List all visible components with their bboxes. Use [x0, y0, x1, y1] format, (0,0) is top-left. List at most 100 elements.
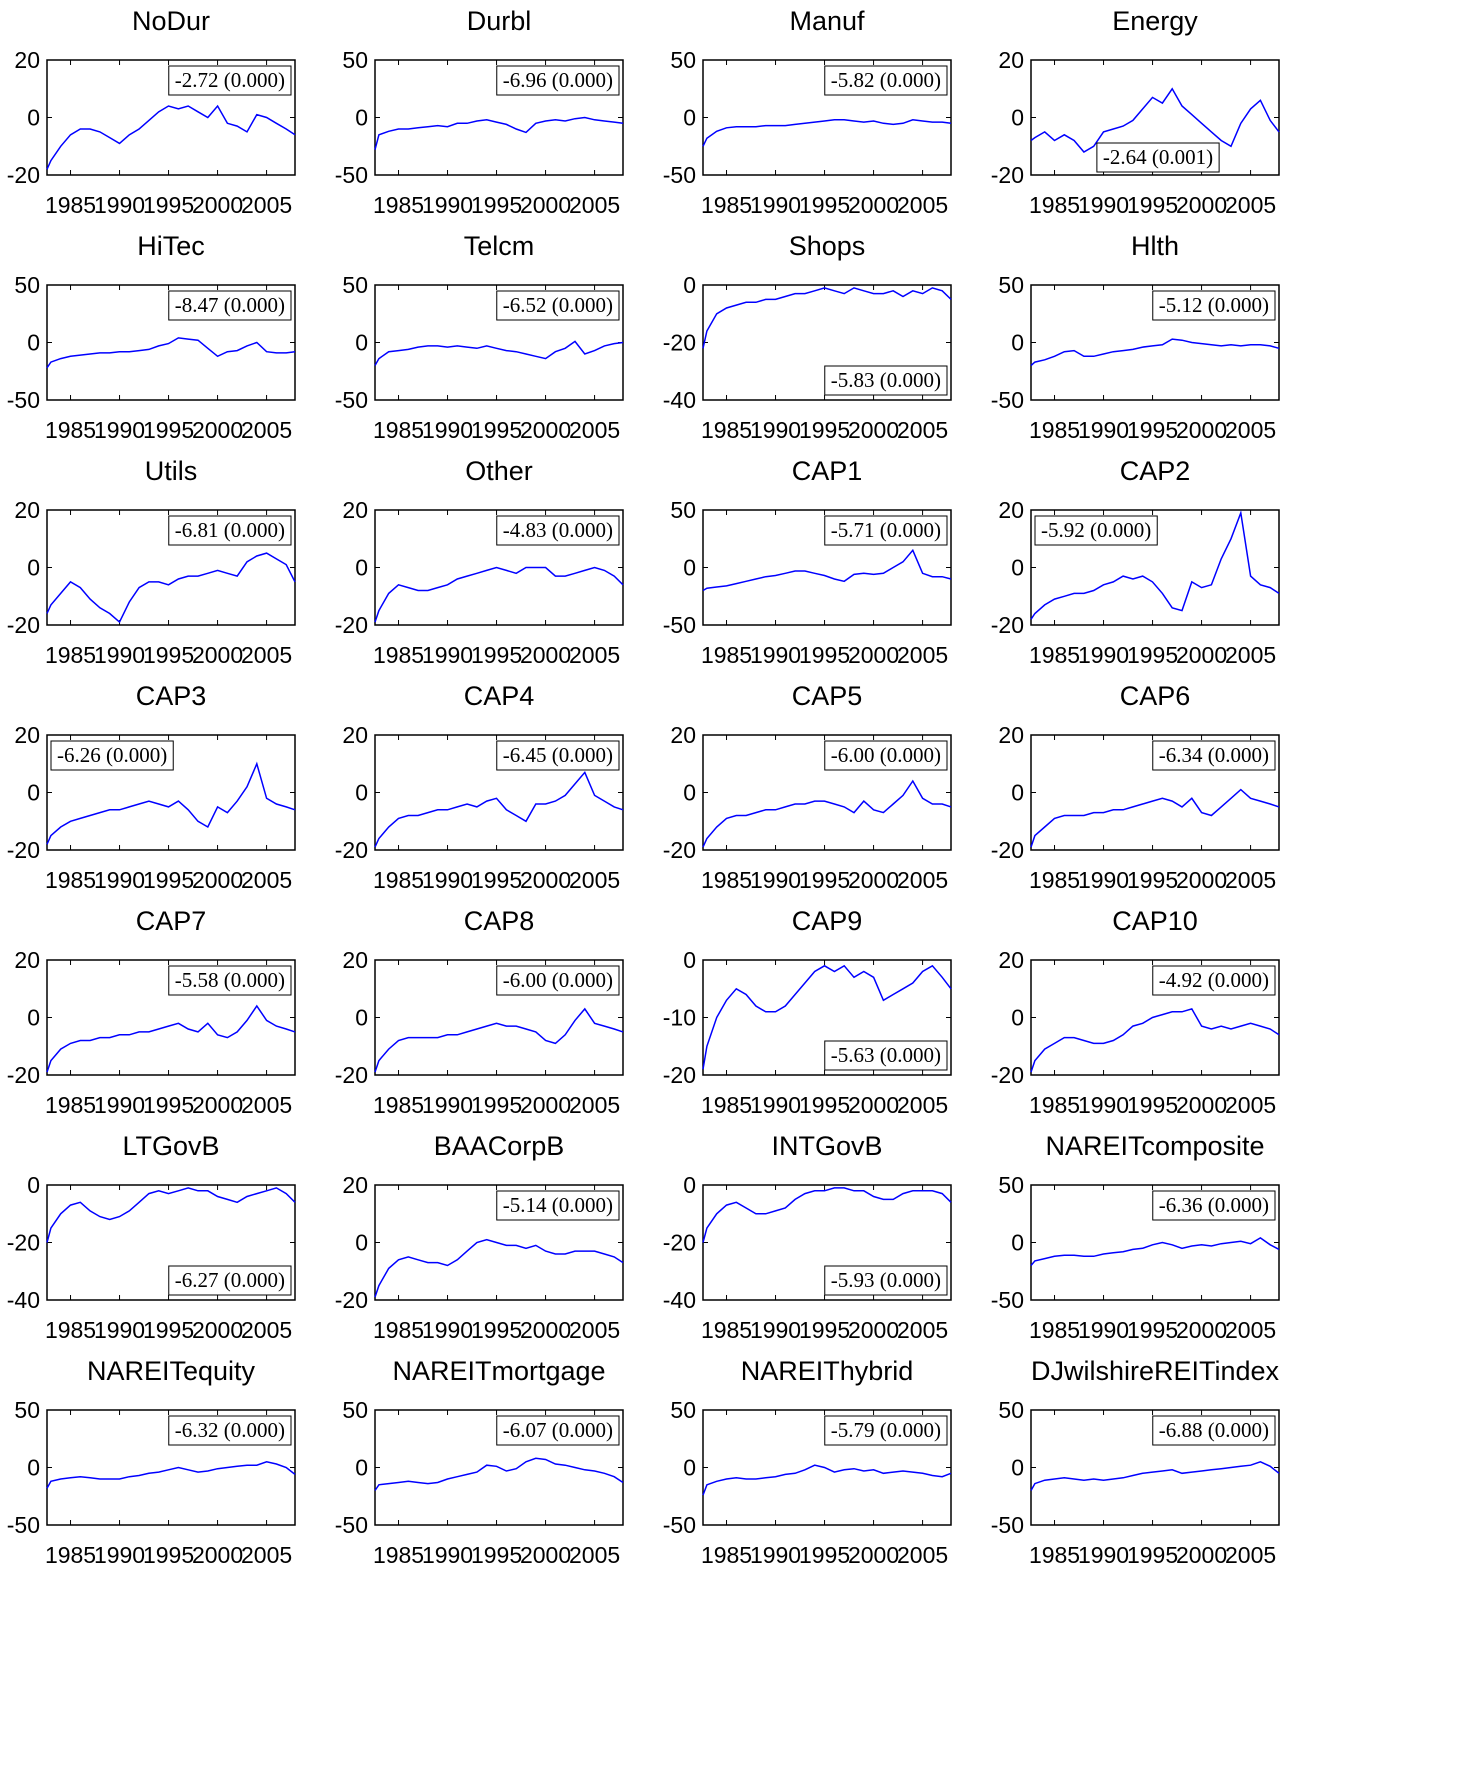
data-line	[1030, 1237, 1280, 1266]
data-line	[1030, 1008, 1280, 1073]
panel-title: CAP7	[136, 906, 207, 936]
y-tick-label: 20	[998, 947, 1024, 973]
annotation-box	[1152, 1415, 1276, 1446]
x-tick-label: 2000	[520, 642, 571, 668]
x-tick-label: 1990	[422, 192, 473, 218]
x-tick-label: 2005	[1225, 1542, 1276, 1568]
x-tick-label: 1990	[1078, 1092, 1129, 1118]
x-tick-label: 1995	[143, 192, 194, 218]
x-tick-label: 1990	[1078, 417, 1129, 443]
panel: NAREITmortgage -50 0 50 19851990199520002005…	[335, 1356, 624, 1568]
annotation-box	[824, 65, 948, 96]
panel-title: LTGovB	[122, 1131, 219, 1161]
x-tick-label: 1985	[373, 867, 424, 893]
annotation-text: -4.83 (0.000)	[503, 518, 613, 542]
y-tick-label: 0	[683, 272, 696, 298]
annotation: -5.71 (0.000)	[824, 515, 948, 546]
data-line	[702, 1187, 952, 1243]
panel-title: Durbl	[467, 6, 532, 36]
x-tick-label: 2000	[520, 1542, 571, 1568]
x-tick-label: 2005	[1225, 417, 1276, 443]
y-tick-label: -50	[7, 387, 40, 413]
annotation-text: -6.00 (0.000)	[831, 743, 941, 767]
y-tick-label: 20	[342, 497, 368, 523]
y-tick-label: 0	[355, 780, 368, 806]
annotation: -5.63 (0.000)	[824, 1040, 948, 1071]
x-tick-label: 2000	[1176, 1317, 1227, 1343]
data-line	[374, 1457, 624, 1491]
annotation-text: -6.81 (0.000)	[175, 518, 285, 542]
data-line	[702, 287, 952, 349]
y-tick-label: -50	[335, 387, 368, 413]
x-tick-label: 2005	[897, 1317, 948, 1343]
annotation-text: -6.96 (0.000)	[503, 68, 613, 92]
x-tick-label: 2000	[520, 417, 571, 443]
panel-title: BAACorpB	[434, 1131, 565, 1161]
annotation: -6.27 (0.000)	[168, 1265, 292, 1296]
x-tick-label: 1985	[1029, 192, 1080, 218]
x-tick-label: 2005	[569, 1092, 620, 1118]
annotation-box	[824, 1040, 948, 1071]
annotation: -6.26 (0.000)	[50, 740, 174, 771]
annotation: -6.07 (0.000)	[496, 1415, 620, 1446]
x-tick-label: 2000	[192, 1542, 243, 1568]
annotation: -8.47 (0.000)	[168, 290, 292, 321]
annotation-text: -2.64 (0.001)	[1103, 145, 1213, 169]
annotation: -5.79 (0.000)	[824, 1415, 948, 1446]
x-tick-label: 2000	[848, 642, 899, 668]
y-tick-label: 0	[27, 1005, 40, 1031]
panel-title: CAP8	[464, 906, 535, 936]
y-tick-label: 0	[355, 1230, 368, 1256]
y-tick-label: 50	[342, 272, 368, 298]
y-tick-label: 0	[27, 555, 40, 581]
x-tick-label: 1990	[94, 1542, 145, 1568]
data-line	[374, 770, 624, 848]
x-tick-label: 2005	[241, 1317, 292, 1343]
y-tick-label: 0	[1011, 1455, 1024, 1481]
y-tick-label: -50	[663, 162, 696, 188]
x-tick-label: 2000	[520, 867, 571, 893]
annotation-box	[1096, 142, 1220, 173]
x-tick-label: 1985	[1029, 417, 1080, 443]
annotation-box	[168, 1415, 292, 1446]
data-line	[46, 761, 296, 845]
y-tick-label: 0	[27, 105, 40, 131]
panel-title: HiTec	[137, 231, 205, 261]
annotation-box	[496, 290, 620, 321]
annotation: -6.34 (0.000)	[1152, 740, 1276, 771]
x-tick-label: 2000	[848, 1317, 899, 1343]
x-tick-label: 1995	[799, 417, 850, 443]
annotation-box	[168, 65, 292, 96]
y-tick-label: -20	[991, 837, 1024, 863]
y-tick-label: -20	[991, 1062, 1024, 1088]
x-tick-label: 1995	[471, 192, 522, 218]
annotation-text: -8.47 (0.000)	[175, 293, 285, 317]
annotation-text: -6.32 (0.000)	[175, 1418, 285, 1442]
y-tick-label: -10	[663, 1005, 696, 1031]
y-tick-label: -20	[7, 612, 40, 638]
x-tick-label: 1990	[94, 192, 145, 218]
annotation-text: -5.92 (0.000)	[1041, 518, 1151, 542]
x-tick-label: 2000	[1176, 642, 1227, 668]
y-tick-label: 50	[670, 47, 696, 73]
annotation-text: -6.34 (0.000)	[1159, 743, 1269, 767]
x-tick-label: 1995	[799, 867, 850, 893]
x-tick-label: 1995	[471, 1317, 522, 1343]
data-line	[46, 104, 296, 170]
x-tick-label: 2000	[1176, 867, 1227, 893]
y-tick-label: 0	[27, 1172, 40, 1198]
x-tick-label: 1985	[373, 1317, 424, 1343]
x-tick-label: 2005	[897, 1092, 948, 1118]
y-tick-label: 0	[355, 1005, 368, 1031]
annotation: -6.45 (0.000)	[496, 740, 620, 771]
data-line	[46, 1004, 296, 1073]
annotation-box	[1152, 290, 1276, 321]
x-tick-label: 2000	[520, 192, 571, 218]
x-tick-label: 1985	[45, 192, 96, 218]
y-tick-label: 20	[342, 722, 368, 748]
x-tick-label: 1995	[471, 867, 522, 893]
